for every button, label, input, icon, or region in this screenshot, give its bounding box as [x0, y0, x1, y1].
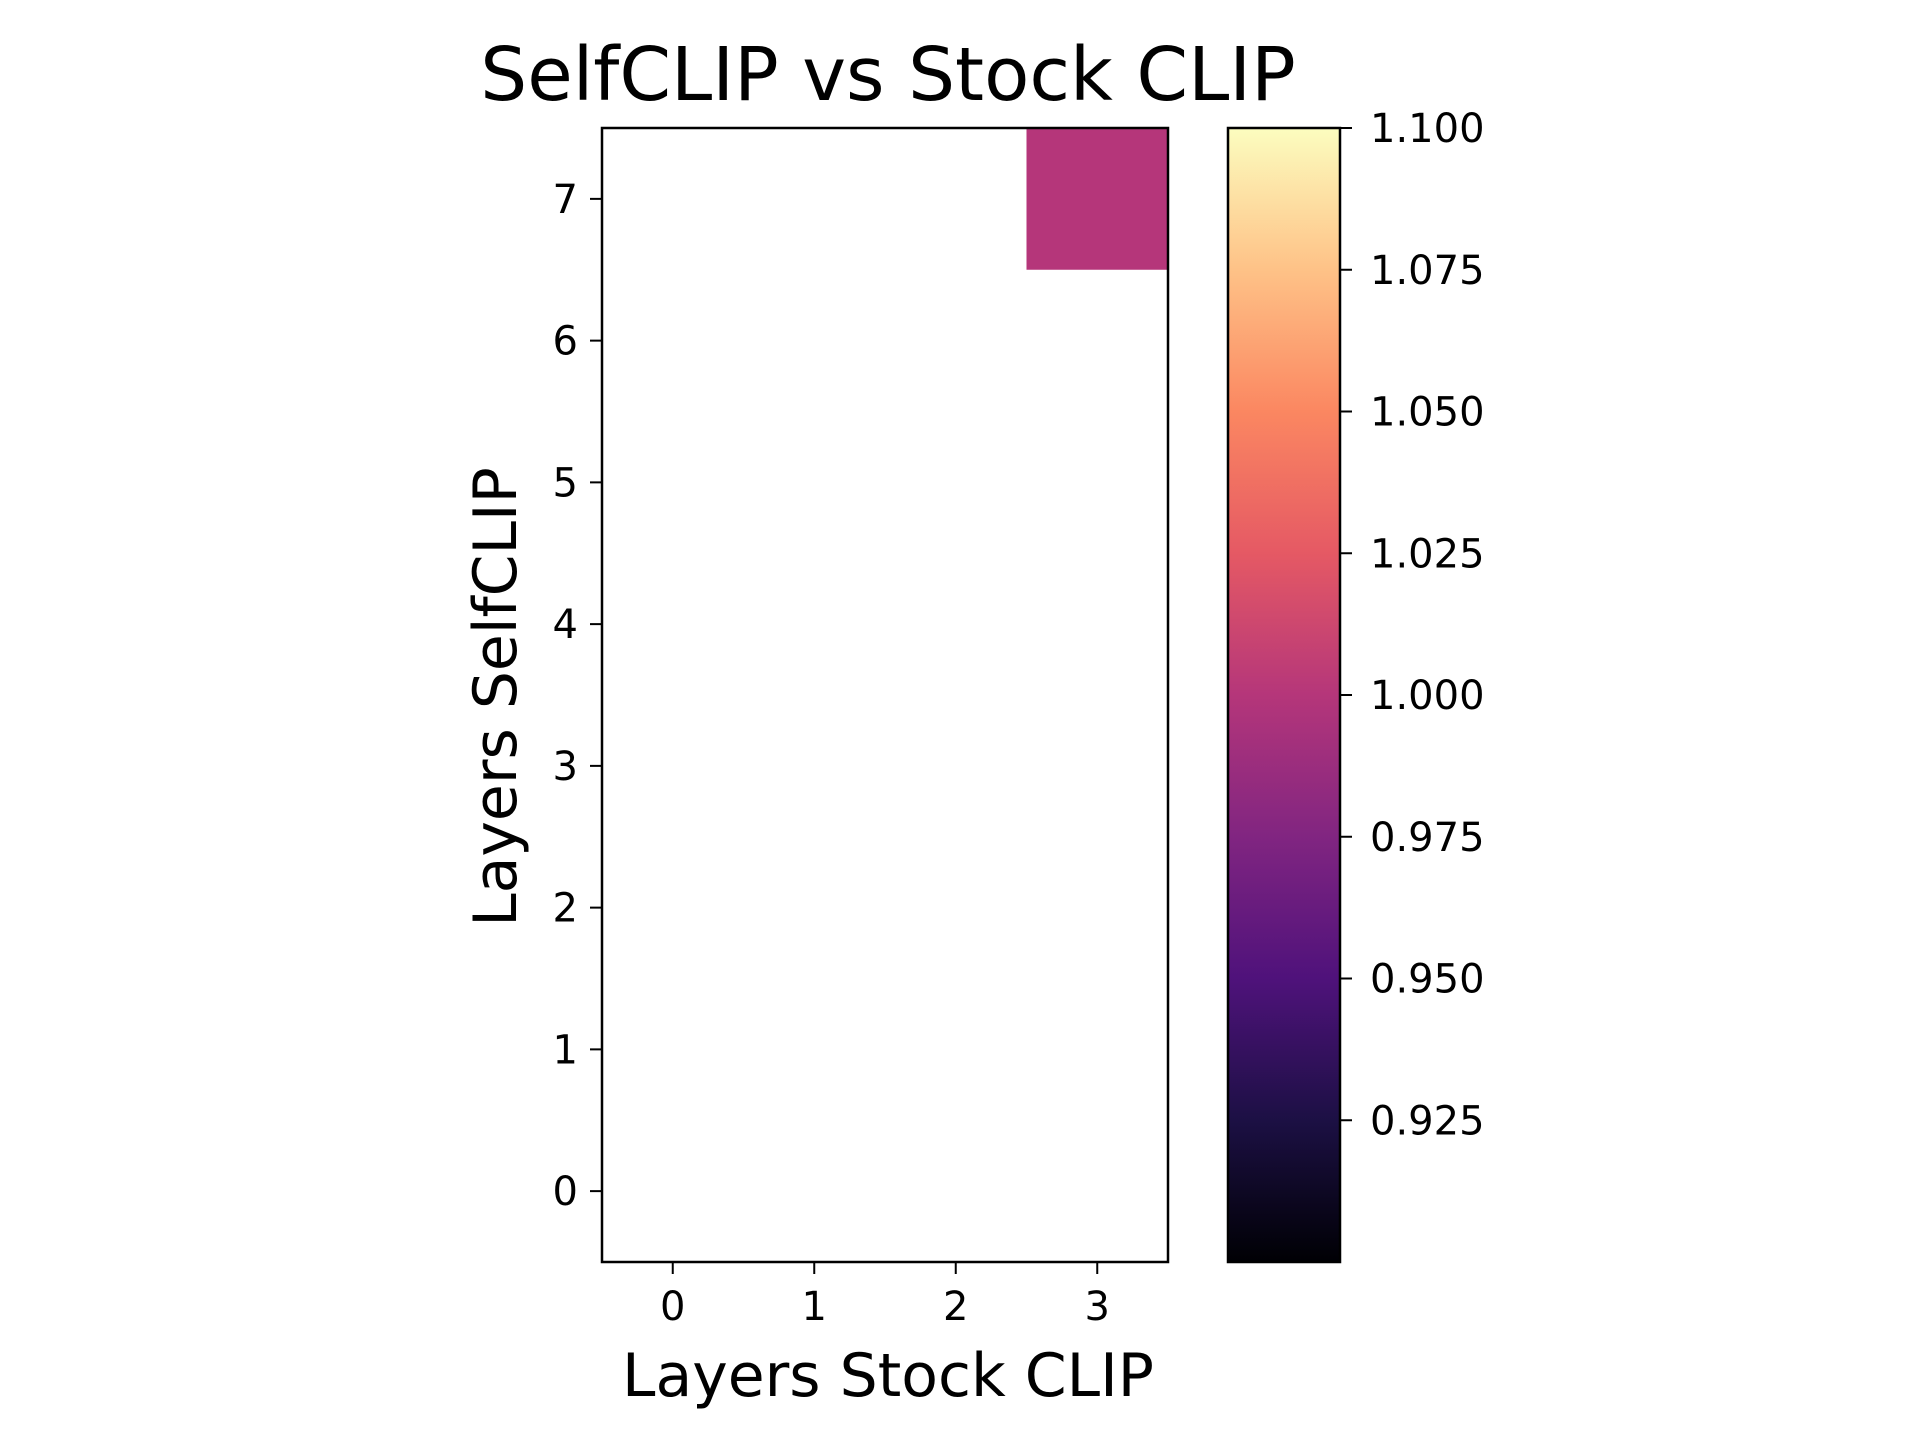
colorbar-tick-label: 0.925: [1370, 1098, 1485, 1144]
colorbar-tick-label: 1.050: [1370, 390, 1485, 436]
y-tick-label: 5: [553, 460, 578, 506]
heatmap-cell: [1026, 128, 1168, 270]
y-tick-label: 0: [553, 1169, 578, 1215]
x-axis-label: Layers Stock CLIP: [622, 1341, 1154, 1411]
y-tick-label: 3: [553, 744, 578, 790]
colorbar-tick-label: 0.950: [1370, 957, 1485, 1003]
chart-title: SelfCLIP vs Stock CLIP: [480, 32, 1296, 118]
y-tick-label: 2: [553, 886, 578, 932]
x-tick-label: 3: [1085, 1284, 1110, 1330]
colorbar-tick-label: 1.075: [1370, 248, 1485, 294]
colorbar-tick-label: 1.100: [1370, 106, 1485, 152]
x-tick-label: 2: [943, 1284, 968, 1330]
y-tick-label: 4: [553, 602, 578, 648]
plot-area: [600, 126, 1170, 1264]
x-axis: 0 1 2 3: [660, 1262, 1110, 1330]
y-tick-label: 7: [553, 177, 578, 223]
y-tick-label: 1: [553, 1027, 578, 1073]
colorbar: 0.925 0.950 0.975 1.000 1.025 1.050 1.075 1.100: [1226, 106, 1485, 1264]
colorbar-tick-label: 0.975: [1370, 815, 1485, 861]
y-axis: 0 1 2 3 4 5 6 7: [553, 177, 602, 1215]
x-tick-label: 0: [660, 1284, 685, 1330]
colorbar-tick-label: 1.000: [1370, 673, 1485, 719]
colorbar-gradient: [1226, 126, 1342, 1264]
y-tick-label: 6: [553, 319, 578, 365]
x-tick-label: 1: [802, 1284, 827, 1330]
y-axis-label: Layers SelfCLIP: [461, 467, 531, 927]
plot-frame: [600, 126, 1170, 1264]
colorbar-tick-label: 1.025: [1370, 531, 1485, 577]
